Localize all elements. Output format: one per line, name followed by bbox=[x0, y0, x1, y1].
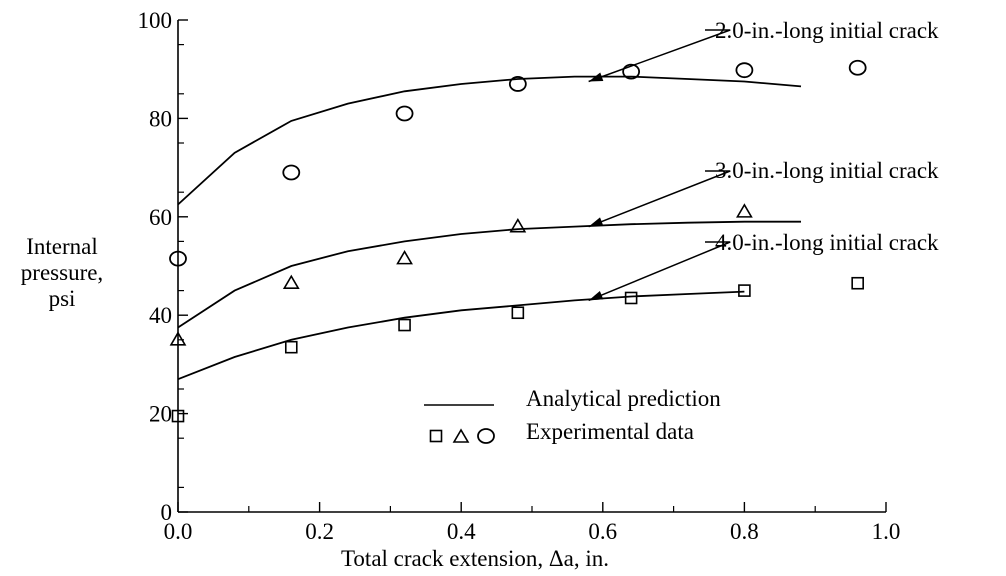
data-point-square bbox=[624, 291, 638, 305]
annotation-4in-crack: 4.0-in.-long initial crack bbox=[715, 230, 939, 255]
series-layer bbox=[169, 59, 867, 423]
data-point-triangle bbox=[169, 331, 187, 346]
data-point-circle bbox=[508, 76, 527, 92]
annotation-arrow-2in bbox=[588, 29, 731, 83]
data-point-triangle bbox=[509, 218, 527, 233]
annotation-2in-crack: 2.0-in.-long initial crack bbox=[715, 18, 939, 43]
data-point-triangle bbox=[736, 203, 753, 218]
data-point-circle bbox=[282, 164, 301, 181]
legend: Analytical prediction Experimental data bbox=[424, 386, 721, 444]
legend-label-analytical: Analytical prediction bbox=[526, 386, 721, 411]
data-point-triangle bbox=[282, 274, 300, 290]
legend-circle-marker bbox=[477, 428, 495, 444]
x-tick-label: 0.0 bbox=[164, 519, 193, 544]
legend-triangle-marker bbox=[452, 428, 470, 443]
y-axis-title-line-1: Internal bbox=[26, 234, 98, 259]
annotation-arrow-3in bbox=[588, 170, 731, 228]
y-tick-label: 100 bbox=[138, 8, 173, 33]
x-tick-label: 1.0 bbox=[872, 519, 901, 544]
x-tick-label: 0.2 bbox=[305, 519, 334, 544]
data-point-square bbox=[738, 284, 751, 297]
legend-label-experimental: Experimental data bbox=[526, 419, 694, 444]
x-tick-label: 0.4 bbox=[447, 519, 476, 544]
x-tick-label: 0.8 bbox=[730, 519, 759, 544]
analytical-curve bbox=[177, 220, 801, 329]
data-point-circle bbox=[169, 250, 187, 267]
annotation-arrowhead bbox=[588, 217, 604, 227]
data-point-circle bbox=[848, 59, 867, 76]
y-axis-title-line-2: pressure, bbox=[21, 260, 103, 285]
data-point-square bbox=[171, 409, 185, 423]
annotation-3in-crack: 3.0-in.-long initial crack bbox=[715, 158, 939, 183]
x-axis-title: Total crack extension, Δa, in. bbox=[341, 546, 609, 571]
data-point-circle bbox=[735, 62, 754, 79]
y-axis-title-line-3: psi bbox=[49, 286, 76, 311]
annotation-arrowhead bbox=[588, 72, 604, 82]
annotations bbox=[588, 29, 731, 302]
legend-square-marker bbox=[429, 429, 443, 443]
y-tick-label: 0 bbox=[161, 500, 173, 525]
analytical-curve bbox=[177, 75, 802, 206]
y-tick-label: 80 bbox=[149, 106, 172, 131]
y-tick-label: 20 bbox=[149, 402, 172, 427]
analytical-curve bbox=[177, 290, 745, 381]
y-tick-label: 40 bbox=[149, 303, 172, 328]
annotation-arrowhead bbox=[588, 290, 604, 301]
data-point-square bbox=[398, 318, 411, 332]
legend-marker-swatches bbox=[429, 428, 495, 444]
annotation-arrow-4in bbox=[588, 241, 731, 302]
y-tick-label: 60 bbox=[149, 205, 172, 230]
data-point-circle bbox=[622, 63, 641, 80]
data-point-square bbox=[284, 340, 298, 354]
data-point-circle bbox=[395, 105, 414, 122]
x-tick-label: 0.6 bbox=[588, 519, 617, 544]
data-point-triangle bbox=[396, 250, 413, 265]
data-point-square bbox=[511, 306, 525, 320]
axis-ticks: 0 20 40 60 80 100 0.0 0.2 0.4 0.6 0.8 1.0 bbox=[138, 8, 901, 544]
data-point-square bbox=[851, 276, 864, 290]
